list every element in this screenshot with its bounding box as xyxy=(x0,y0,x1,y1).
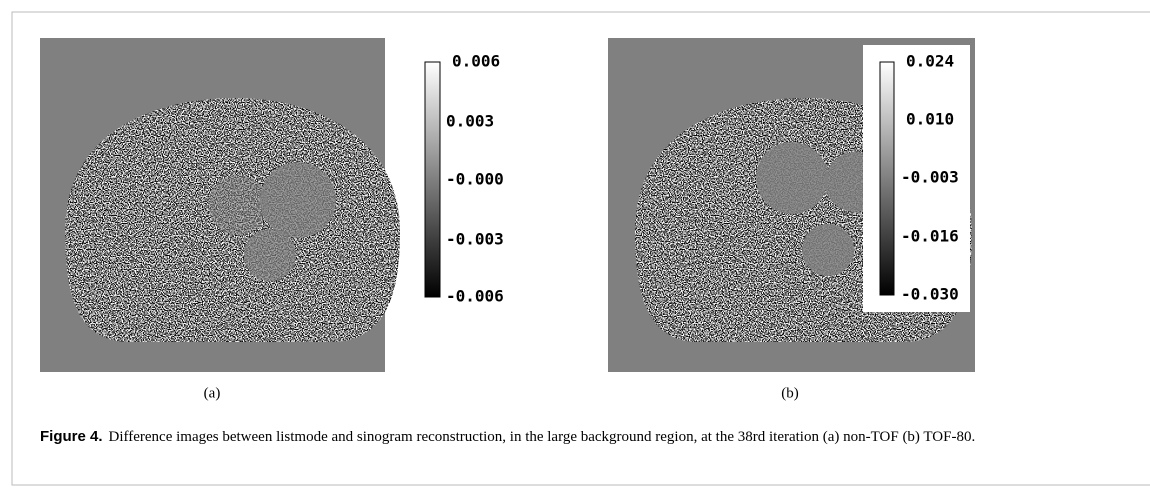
sphere-region xyxy=(244,229,296,281)
sphere-region xyxy=(802,224,854,276)
colorbar-tick: -0.003 xyxy=(901,168,959,187)
colorbar-tick: -0.006 xyxy=(446,287,504,306)
colorbar-tick: 0.024 xyxy=(906,52,954,71)
colorbar-tick: -0.030 xyxy=(901,285,959,304)
colorbar-tick: 0.010 xyxy=(906,110,954,129)
colorbar-tick: 0.006 xyxy=(452,52,500,71)
caption-text: Difference images between listmode and s… xyxy=(109,429,976,445)
colorbar xyxy=(425,62,440,297)
figure: 0.006 0.003 -0.000 -0.003 -0.006 (a) 0.0… xyxy=(0,0,1150,497)
page: {"panels": [ {"label": "(a)", "colorbar_… xyxy=(0,0,1150,497)
colorbar-tick: -0.003 xyxy=(446,230,504,249)
caption: Figure 4. Difference images between listm… xyxy=(40,426,1125,448)
caption-label: Figure 4. xyxy=(40,428,103,445)
sphere-region xyxy=(756,142,828,214)
colorbar-tick: -0.016 xyxy=(901,227,959,246)
panel-label: (b) xyxy=(781,385,799,401)
sphere-region xyxy=(260,162,336,238)
colorbar-tick: -0.000 xyxy=(446,170,504,189)
panel-label: (a) xyxy=(204,385,221,401)
sphere-region xyxy=(208,175,268,235)
colorbar-tick: 0.003 xyxy=(446,112,494,131)
colorbar xyxy=(880,62,894,295)
